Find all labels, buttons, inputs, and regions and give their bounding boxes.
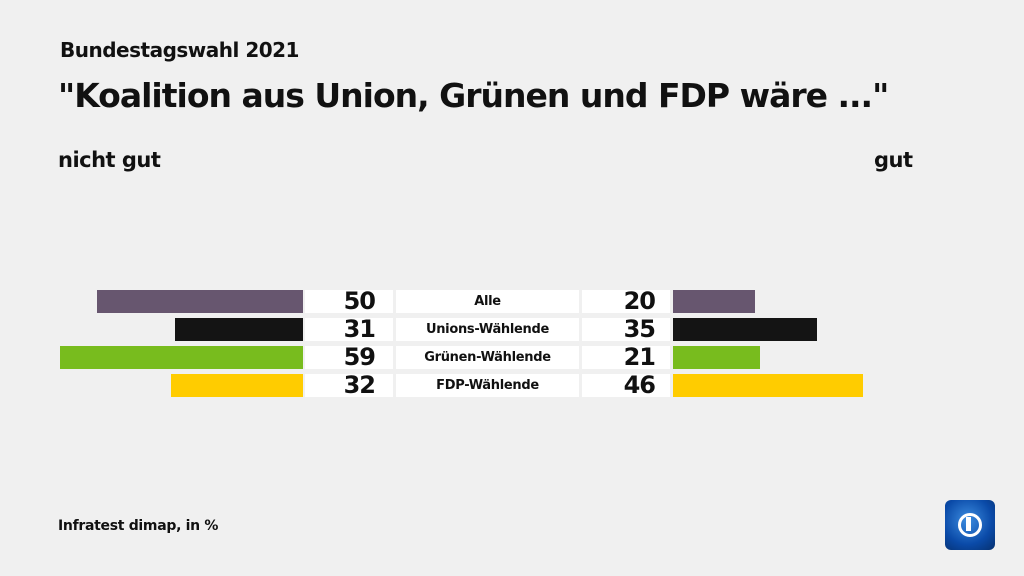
category-label: Grünen-Wählende [396,346,579,369]
bar-nicht-gut [59,346,303,369]
source-note: Infratest dimap, in % [58,518,219,534]
value-nicht-gut: 31 [305,317,393,341]
value-gut: 21 [582,345,670,369]
bar-nicht-gut [97,290,303,313]
bar-nicht-gut [171,374,303,397]
bar-nicht-gut [175,318,303,341]
value-nicht-gut: 50 [305,289,393,313]
value-gut: 46 [582,373,670,397]
bar-gut [673,374,863,397]
value-gut: 20 [582,289,670,313]
category-label: Unions-Wählende [396,318,579,341]
value-gut: 35 [582,317,670,341]
chart-title: "Koalition aus Union, Grünen und FDP wär… [58,76,889,115]
bar-gut [673,346,760,369]
category-label: FDP-Wählende [396,374,579,397]
bar-gut [673,318,818,341]
value-nicht-gut: 59 [305,345,393,369]
tagesschau-logo [945,500,995,550]
value-nicht-gut: 32 [305,373,393,397]
negative-label: nicht gut [58,148,161,172]
category-label: Alle [396,290,579,313]
chart-subtitle: Bundestagswahl 2021 [60,38,299,62]
positive-label: gut [874,148,913,172]
bar-gut [673,290,756,313]
